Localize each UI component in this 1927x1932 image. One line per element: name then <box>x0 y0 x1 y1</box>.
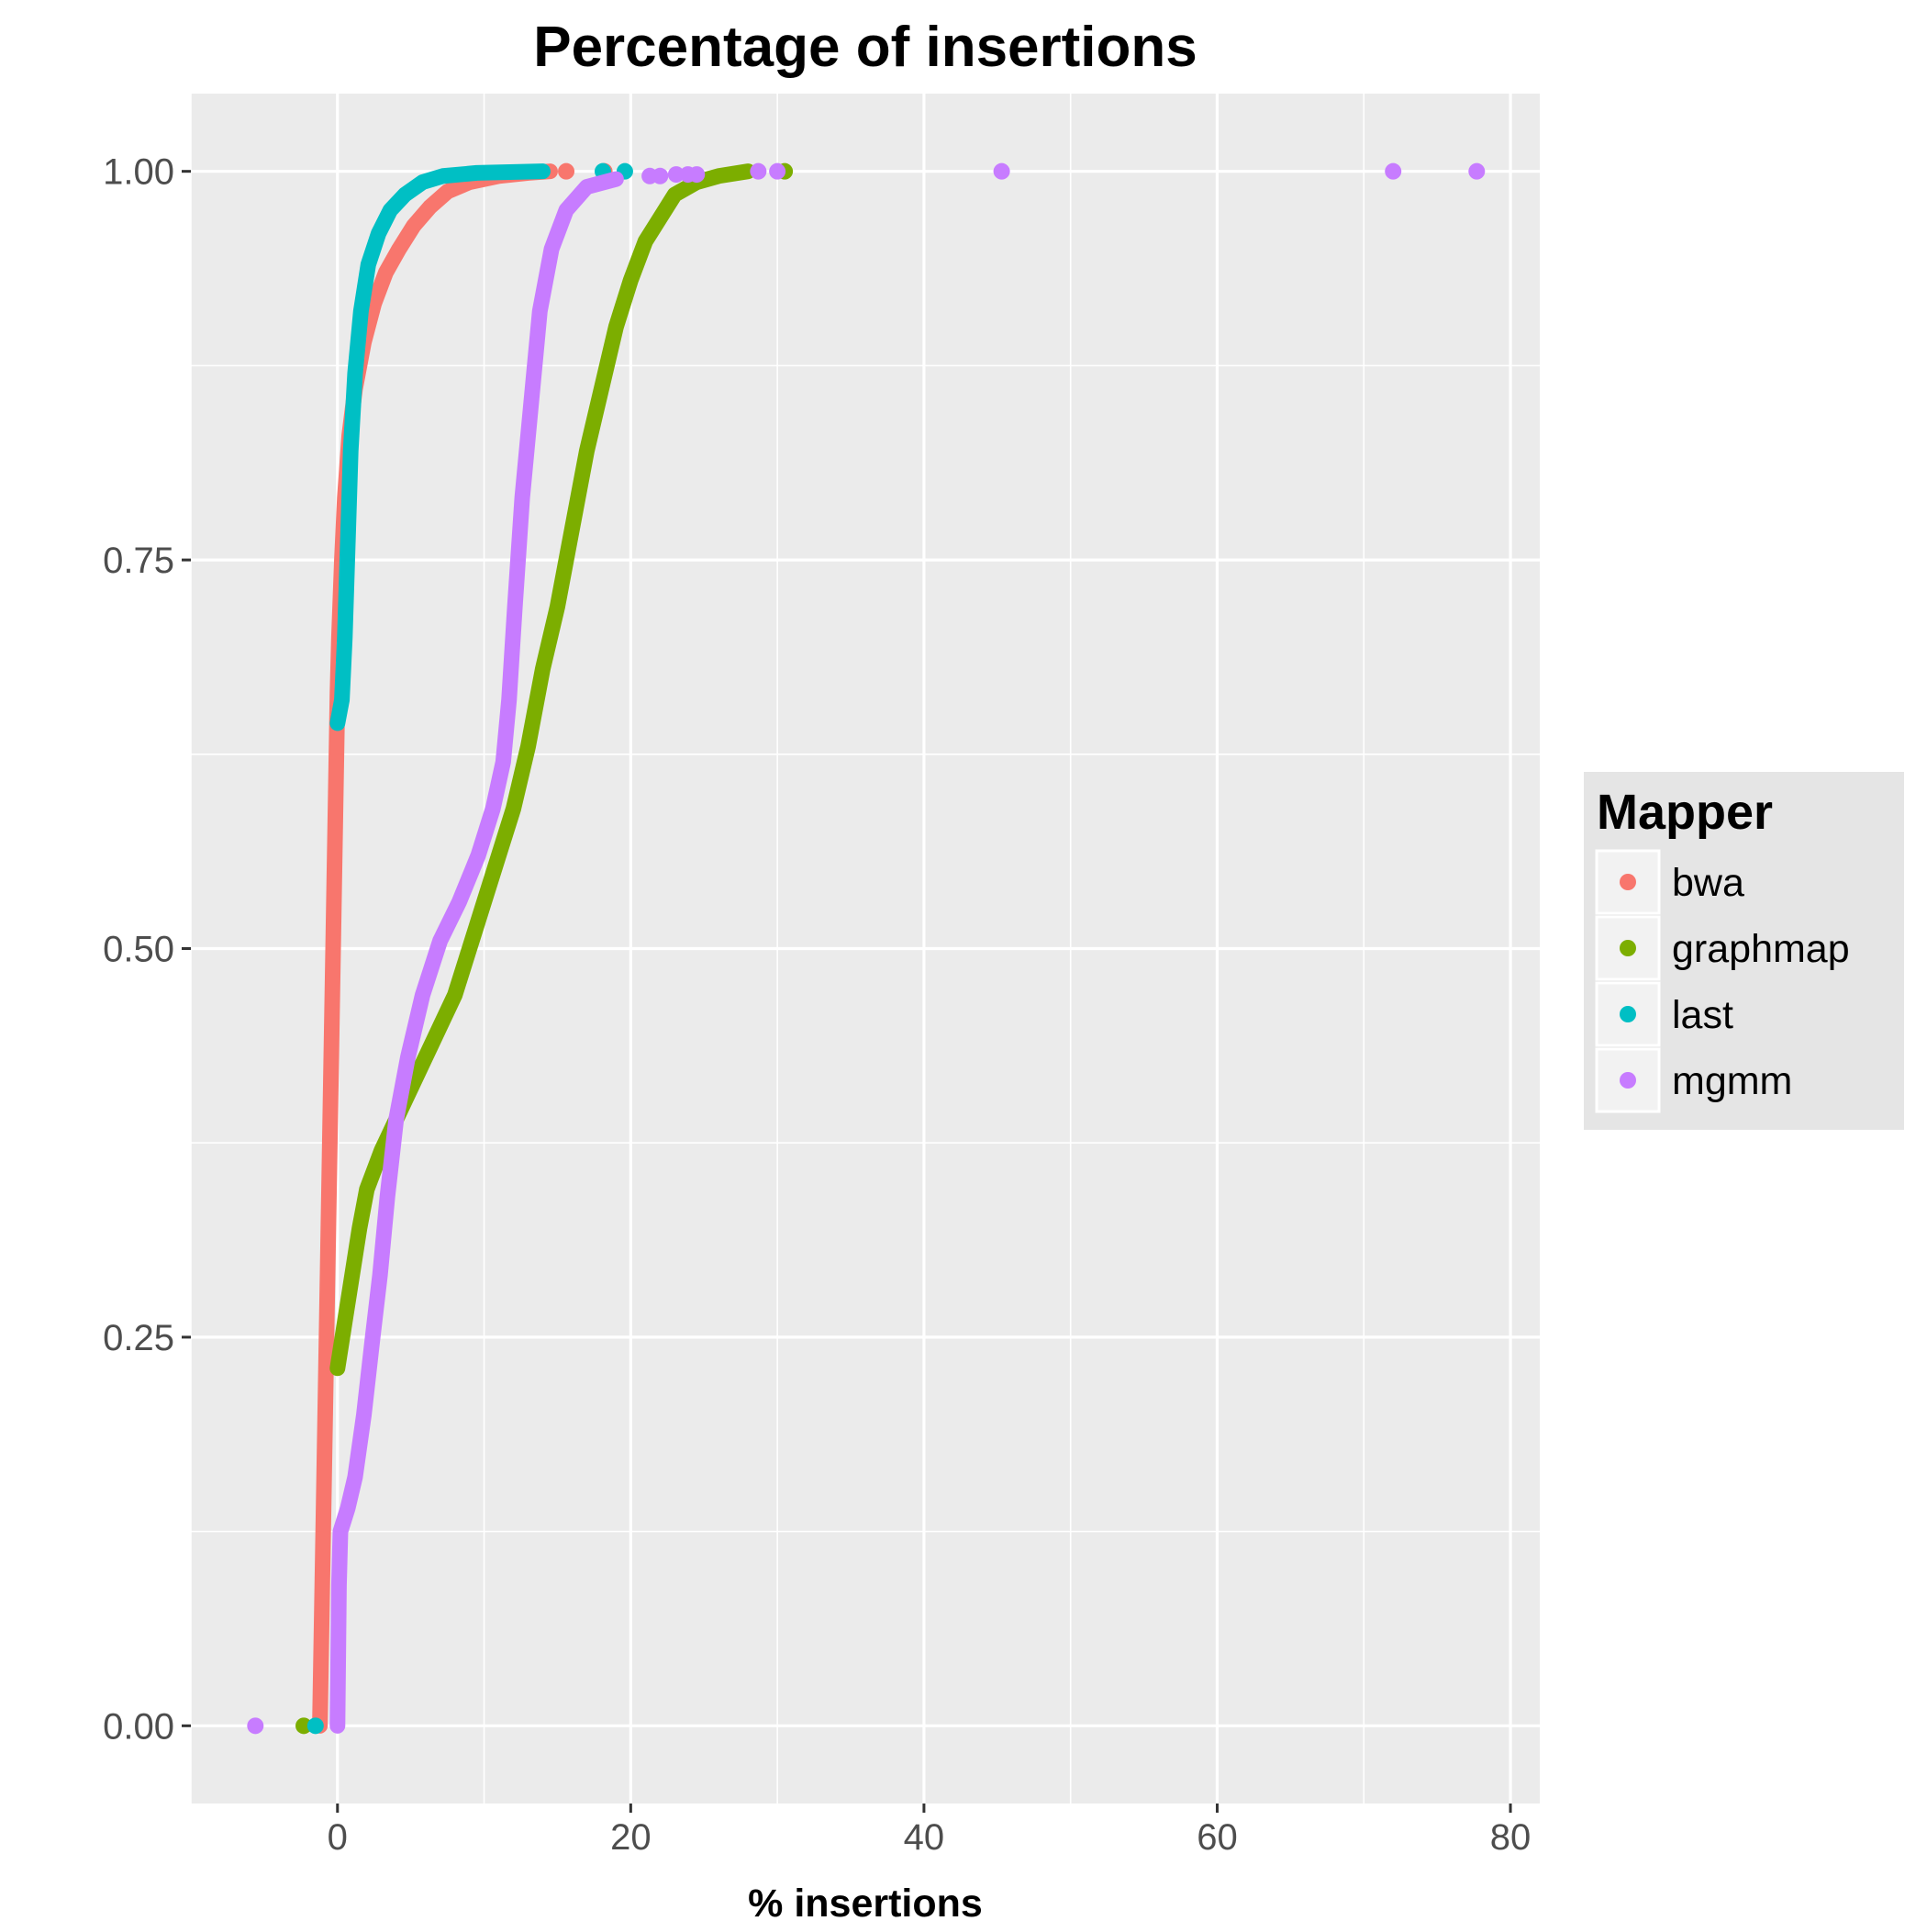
series-layer <box>247 162 1486 1735</box>
legend-label-graphmap: graphmap <box>1672 927 1850 971</box>
legend-key-box <box>1595 915 1661 981</box>
data-point-mgmm <box>652 167 669 184</box>
series-curve-graphmap <box>329 163 756 1377</box>
x-tick-label: 60 <box>1197 1817 1238 1858</box>
legend-label-mgmm: mgmm <box>1672 1059 1792 1103</box>
legend-key-bwa <box>1620 874 1636 890</box>
x-axis-title: % insertions <box>748 1882 983 1926</box>
data-point-last <box>306 1717 324 1735</box>
series-mgmm <box>247 162 1486 1735</box>
legend-key-graphmap <box>1620 940 1636 956</box>
x-tick-label: 40 <box>904 1817 945 1858</box>
data-point-graphmap <box>295 1717 313 1735</box>
chart-title: Percentage of insertions <box>533 16 1197 79</box>
data-point-mgmm <box>1468 162 1486 180</box>
series-curve-last <box>329 163 551 731</box>
x-tick-label: 80 <box>1490 1817 1532 1858</box>
legend-key-last <box>1620 1006 1636 1022</box>
data-point-mgmm <box>1385 162 1402 180</box>
y-tick-label: 0.00 <box>103 1706 174 1747</box>
data-point-mgmm <box>667 166 685 184</box>
legend-items: bwa graphmap last mgmm <box>1595 849 1850 1113</box>
data-point-bwa <box>558 162 575 180</box>
data-point-mgmm <box>750 162 767 180</box>
y-tick-label: 0.75 <box>103 541 174 581</box>
data-point-mgmm <box>688 166 706 184</box>
data-point-mgmm <box>769 162 786 180</box>
legend: Mapper bwa graphmap last mgmm <box>1584 772 1904 1130</box>
x-tick-label: 20 <box>610 1817 652 1858</box>
major-gridlines <box>191 94 1540 1804</box>
legend-label-bwa: bwa <box>1672 861 1744 905</box>
series-curve-mgmm <box>329 171 624 1734</box>
y-tick-label: 0.25 <box>103 1318 174 1358</box>
y-tick-label: 1.00 <box>103 152 174 193</box>
legend-title: Mapper <box>1597 785 1773 840</box>
data-point-mgmm <box>247 1717 264 1735</box>
data-point-mgmm <box>993 162 1010 180</box>
y-tick-label: 0.50 <box>103 930 174 970</box>
x-tick-label: 0 <box>328 1817 348 1858</box>
axes-layer: 0.00 0.25 0.50 0.75 1.00 0 20 40 60 80 <box>103 152 1531 1858</box>
legend-label-last: last <box>1672 993 1733 1037</box>
legend-key-mgmm <box>1620 1072 1636 1089</box>
